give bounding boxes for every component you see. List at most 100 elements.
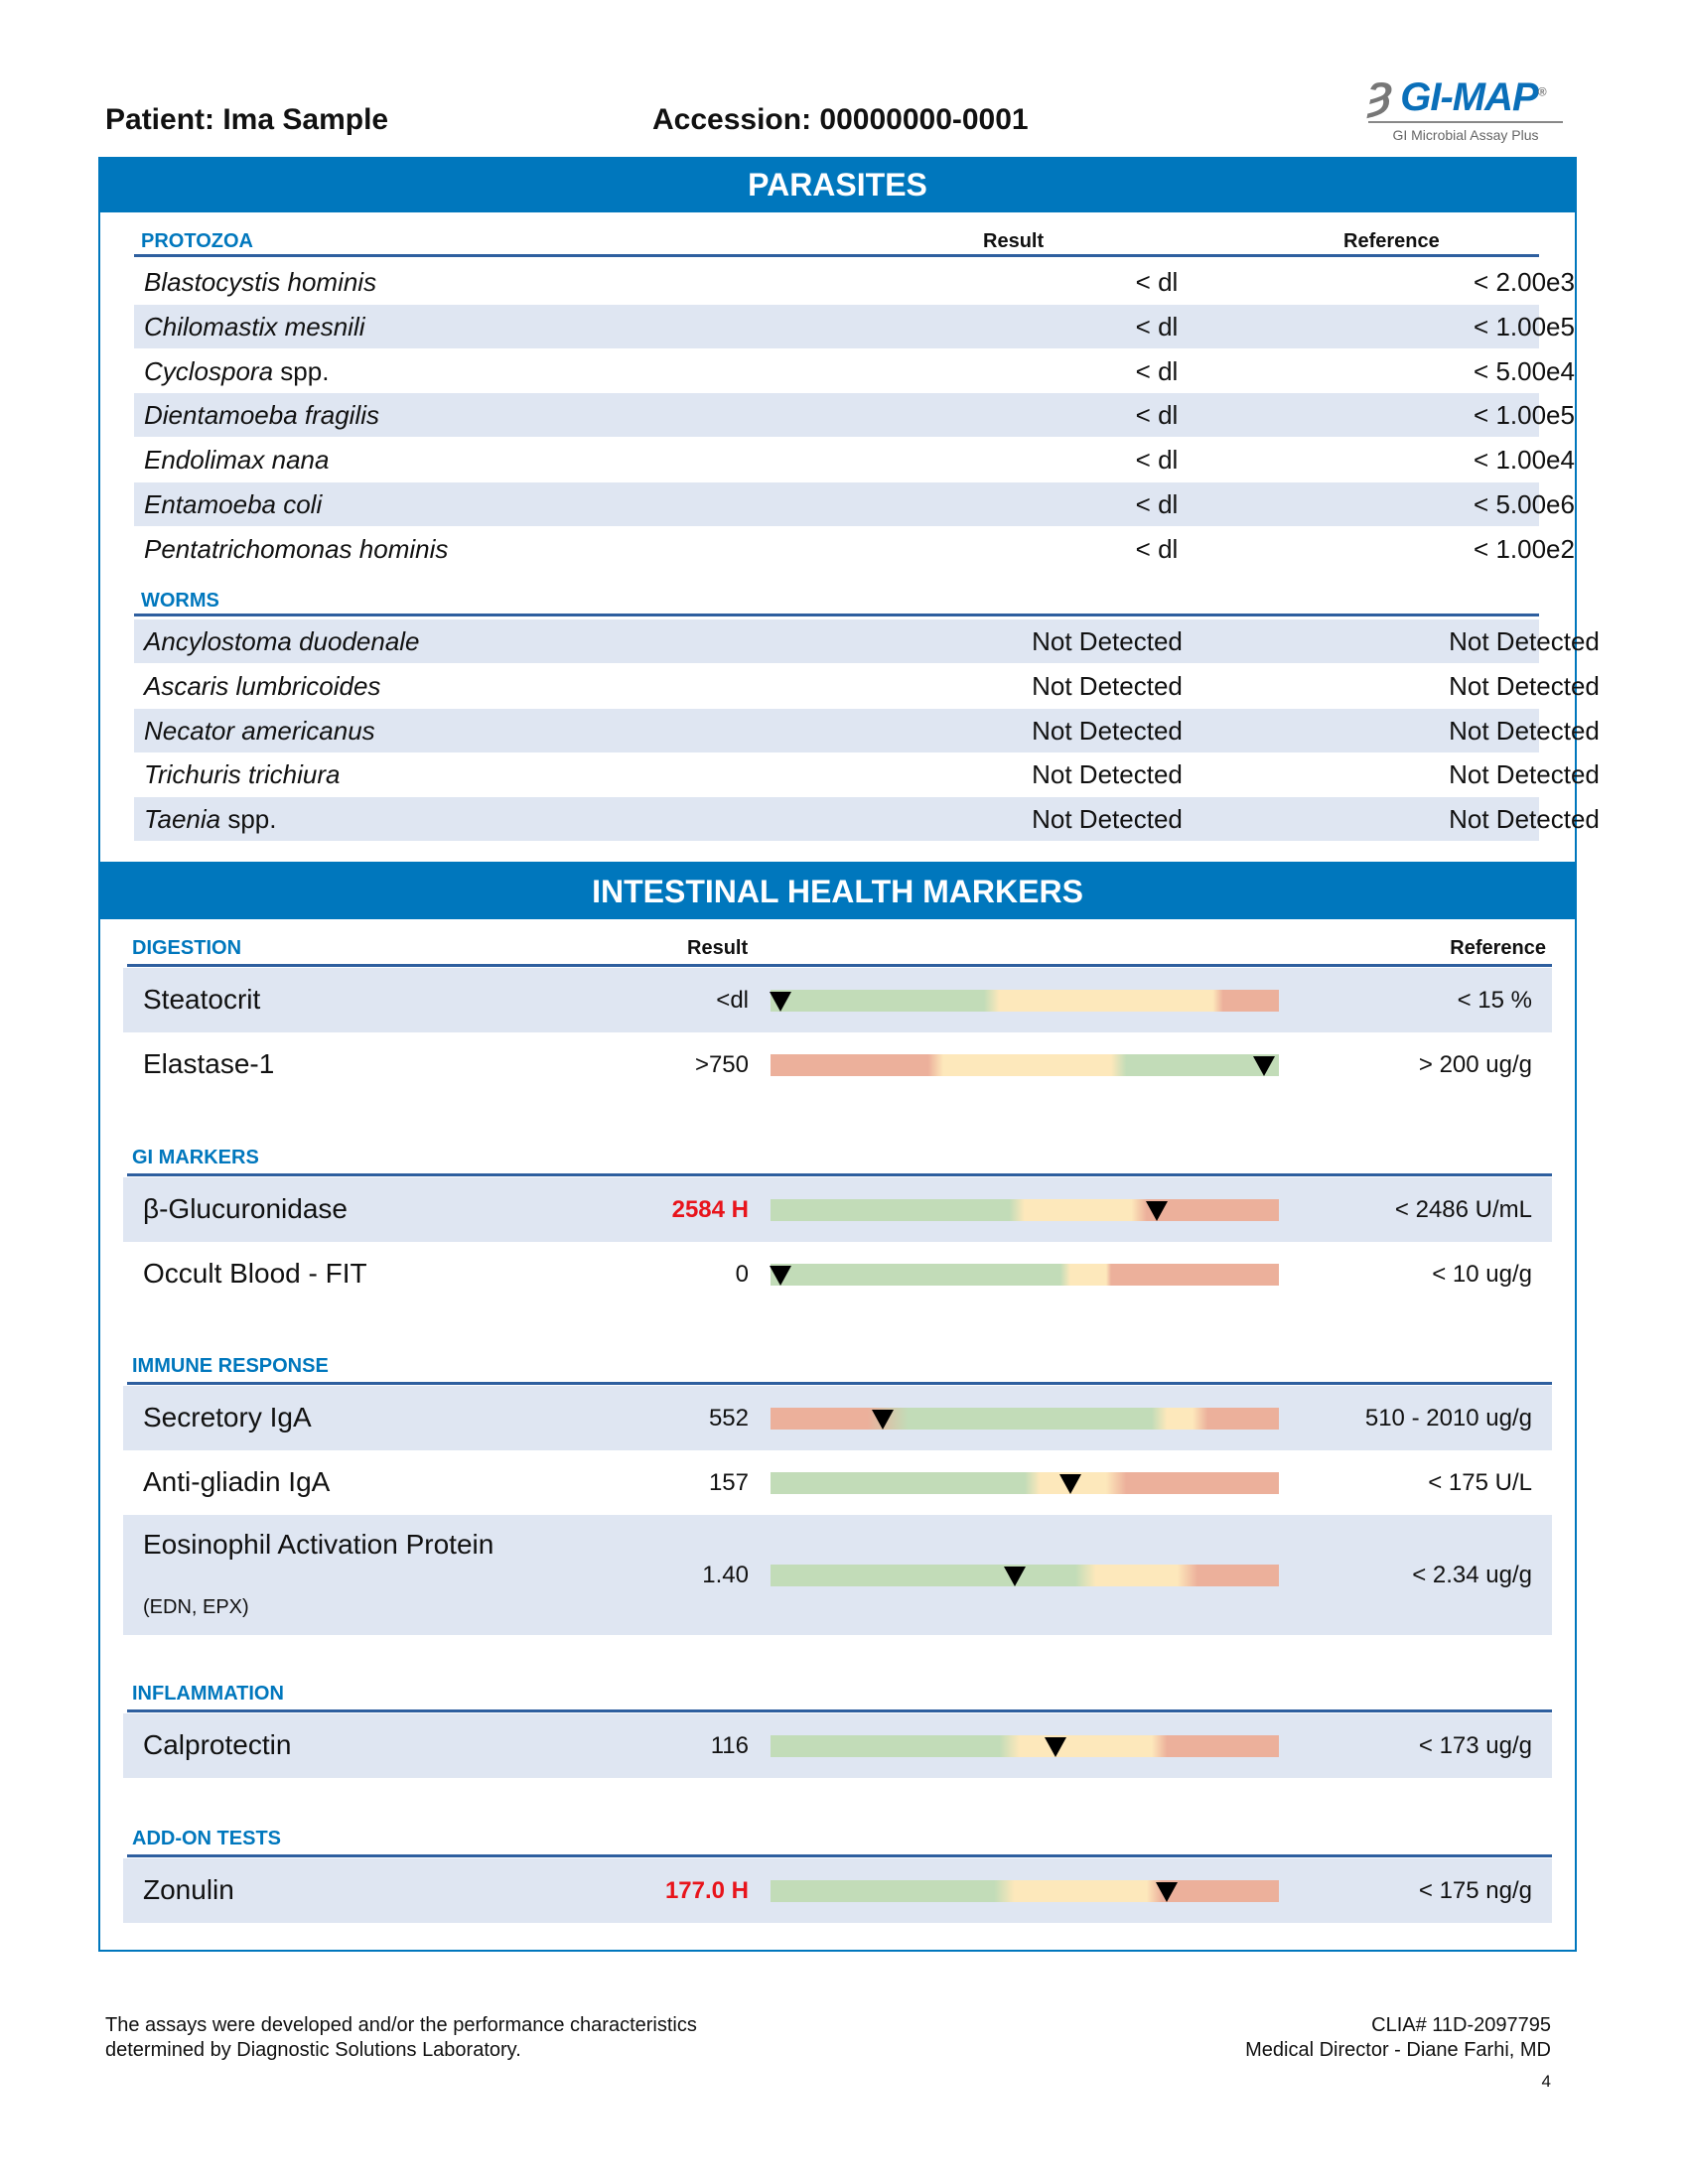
worms-label: WORMS bbox=[141, 590, 219, 612]
result-value: 177.0 H bbox=[664, 1876, 749, 1904]
reference-value: < 1.00e5 bbox=[1474, 311, 1575, 341]
reference-range: < 173 ug/g bbox=[1418, 1731, 1532, 1759]
result-value: < dl bbox=[1135, 533, 1179, 564]
result-marker-icon bbox=[770, 1265, 792, 1286]
logo-tagline: GI Microbial Assay Plus bbox=[1392, 127, 1539, 143]
organism-genus-species: Taenia bbox=[144, 804, 221, 835]
table-row: Entamoeba coli < dl < 5.00e6 bbox=[134, 482, 1575, 526]
marker-row: β-Glucuronidase 2584 H < 2486 U/mL bbox=[123, 1177, 1552, 1242]
result-value: Not Detected bbox=[1032, 670, 1183, 701]
reference-value: < 1.00e4 bbox=[1474, 445, 1575, 476]
divider bbox=[127, 964, 1552, 967]
reference-header: Reference bbox=[1450, 937, 1546, 959]
result-value: < dl bbox=[1135, 400, 1179, 431]
result-value: 552 bbox=[708, 1404, 749, 1432]
marker-name: Calprotectin bbox=[143, 1729, 292, 1760]
organism-genus-species: Cyclospora bbox=[144, 355, 274, 386]
marker-name: Eosinophil Activation Protein bbox=[143, 1529, 494, 1560]
reference-header: Reference bbox=[1343, 230, 1440, 252]
marker-name: Secretory IgA bbox=[143, 1402, 312, 1433]
result-value: Not Detected bbox=[1032, 804, 1183, 835]
table-row: Necator americanus Not Detected Not Detect… bbox=[134, 708, 1600, 752]
reference-range: > 200 ug/g bbox=[1418, 1050, 1532, 1078]
range-bar bbox=[771, 1879, 1279, 1902]
organism-genus-species: Ascaris lumbricoides bbox=[144, 670, 381, 701]
table-row: Cyclospora spp. < dl < 5.00e4 bbox=[134, 349, 1575, 393]
divider bbox=[127, 1854, 1552, 1857]
section-label: DIGESTION bbox=[132, 937, 242, 959]
organism-genus-species: Entamoeba coli bbox=[144, 489, 323, 519]
organism-name: Chilomastix mesnili bbox=[144, 305, 365, 348]
reference-value: < 5.00e6 bbox=[1474, 489, 1575, 519]
marker-name: Steatocrit bbox=[143, 984, 261, 1015]
section-label: ADD-ON TESTS bbox=[132, 1828, 281, 1849]
marker-row: Zonulin 177.0 H < 175 ng/g bbox=[123, 1858, 1552, 1923]
organism-genus-species: Pentatrichomonas hominis bbox=[144, 533, 449, 564]
marker-name: Occult Blood - FIT bbox=[143, 1258, 367, 1289]
intestinal-title: INTESTINAL HEALTH MARKERS bbox=[98, 864, 1577, 919]
result-value: < dl bbox=[1135, 311, 1179, 341]
table-row: Chilomastix mesnili < dl < 1.00e5 bbox=[134, 304, 1575, 348]
organism-name: Dientamoeba fragilis bbox=[144, 393, 379, 437]
result-value: 157 bbox=[708, 1468, 749, 1496]
section-label: GI MARKERS bbox=[132, 1147, 259, 1168]
logo-brand: GI-MAP bbox=[1400, 75, 1538, 119]
marker-name: β-Glucuronidase bbox=[143, 1193, 348, 1224]
result-marker-icon bbox=[1003, 1566, 1026, 1586]
organism-name: Trichuris trichiura bbox=[144, 752, 340, 796]
marker-row: Eosinophil Activation Protein (EDN, EPX) 1… bbox=[123, 1515, 1552, 1635]
reference-value: Not Detected bbox=[1449, 759, 1600, 790]
result-marker-icon bbox=[1044, 1736, 1066, 1757]
reference-range: < 175 U/L bbox=[1428, 1468, 1532, 1496]
reference-range: 510 - 2010 ug/g bbox=[1364, 1404, 1532, 1432]
page-number: 4 bbox=[1541, 2072, 1551, 2091]
table-row: Pentatrichomonas hominis < dl < 1.00e2 bbox=[134, 527, 1575, 571]
medical-director: Medical Director - Diane Farhi, MD bbox=[1245, 2039, 1551, 2061]
organism-suffix: spp. bbox=[220, 804, 277, 835]
organism-genus-species: Dientamoeba fragilis bbox=[144, 400, 380, 431]
result-value: < dl bbox=[1135, 489, 1179, 519]
result-value: <dl bbox=[716, 986, 749, 1014]
parasites-box bbox=[98, 211, 1577, 864]
reference-value: Not Detected bbox=[1449, 715, 1600, 746]
result-marker-icon bbox=[1252, 1055, 1275, 1076]
reference-range: < 15 % bbox=[1457, 986, 1532, 1014]
result-value: 1.40 bbox=[702, 1561, 749, 1588]
divider bbox=[127, 1173, 1552, 1176]
result-value: >750 bbox=[694, 1050, 749, 1078]
reference-value: < 1.00e5 bbox=[1474, 400, 1575, 431]
organism-name: Taenia spp. bbox=[144, 797, 277, 841]
table-row: Endolimax nana < dl < 1.00e4 bbox=[134, 438, 1575, 481]
result-value: Not Detected bbox=[1032, 626, 1183, 656]
result-value: 116 bbox=[710, 1731, 749, 1759]
marker-row: Steatocrit <dl < 15 % bbox=[123, 968, 1552, 1032]
divider bbox=[127, 1382, 1552, 1385]
accession-number: Accession: 00000000-0001 bbox=[652, 103, 1029, 136]
divider bbox=[127, 1709, 1552, 1712]
result-value: Not Detected bbox=[1032, 759, 1183, 790]
range-bar bbox=[771, 1471, 1279, 1494]
organism-name: Cyclospora spp. bbox=[144, 349, 329, 393]
disclaimer: The assays were developed and/or the per… bbox=[105, 2013, 697, 2063]
organism-name: Entamoeba coli bbox=[144, 482, 322, 526]
organism-name: Necator americanus bbox=[144, 709, 375, 752]
table-row: Blastocystis hominis < dl < 2.00e3 bbox=[134, 260, 1575, 304]
clia-number: CLIA# 11D-2097795 bbox=[1371, 2014, 1551, 2036]
organism-genus-species: Trichuris trichiura bbox=[144, 759, 341, 790]
result-marker-icon bbox=[770, 991, 792, 1012]
result-marker-icon bbox=[871, 1409, 894, 1430]
result-value: < dl bbox=[1135, 445, 1179, 476]
table-row: Ancylostoma duodenale Not Detected Not Det… bbox=[134, 619, 1600, 663]
intestinal-box bbox=[98, 918, 1577, 1952]
organism-genus-species: Blastocystis hominis bbox=[144, 267, 377, 297]
organism-genus-species: Necator americanus bbox=[144, 715, 375, 746]
organism-name: Endolimax nana bbox=[144, 438, 329, 481]
disclaimer-line-1: The assays were developed and/or the per… bbox=[105, 2014, 697, 2036]
reference-range: < 2.34 ug/g bbox=[1412, 1561, 1532, 1588]
reference-range: < 2486 U/mL bbox=[1394, 1195, 1532, 1223]
organism-name: Ancylostoma duodenale bbox=[144, 619, 420, 663]
result-marker-icon bbox=[1156, 1881, 1179, 1902]
range-bar bbox=[771, 1734, 1279, 1757]
disclaimer-line-2: determined by Diagnostic Solutions Labor… bbox=[105, 2039, 521, 2061]
logo-registered: ® bbox=[1537, 84, 1547, 99]
